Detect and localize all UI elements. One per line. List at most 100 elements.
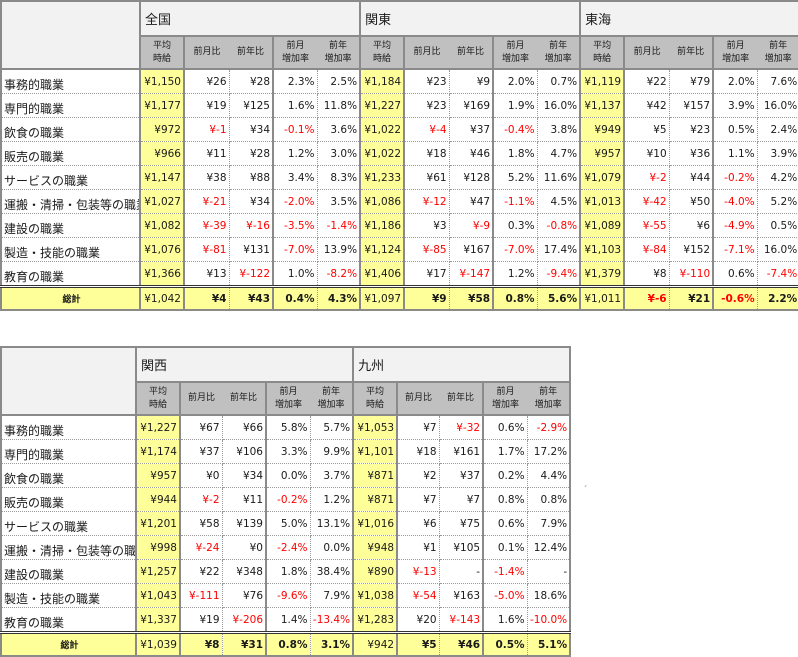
cell-value: ¥1,257 xyxy=(135,559,181,584)
cell-value: ¥17 xyxy=(404,261,450,287)
cell-value: 7.9% xyxy=(310,583,355,608)
cell-value: -5.0% xyxy=(483,583,528,608)
cell-value: 1.8% xyxy=(266,559,311,584)
header-mom-rate: 前月 増加率 xyxy=(482,382,528,416)
cell-value: 11.6% xyxy=(537,165,582,190)
cell-value: ¥1,101 xyxy=(352,439,399,464)
cell-value: 11.8% xyxy=(317,93,362,118)
cell-value: ¥0 xyxy=(222,535,267,560)
row-label: 事務的職業 xyxy=(0,415,136,440)
row-label: 運搬・清掃・包装等の職業 xyxy=(0,535,136,560)
cell-value: ¥11 xyxy=(184,141,230,166)
cell-value: 16.0% xyxy=(757,93,798,118)
total-value: ¥21 xyxy=(669,285,715,311)
cell-value: ¥167 xyxy=(449,237,495,262)
header-yoy-rate: 前年 増加率 xyxy=(757,36,798,70)
total-value: ¥1,097 xyxy=(359,285,406,311)
header-yoy-rate: 前年 増加率 xyxy=(310,382,355,416)
cell-value: ¥34 xyxy=(222,463,267,488)
cell-value: ¥161 xyxy=(439,439,485,464)
cell-value: 3.5% xyxy=(317,189,362,214)
row-label: 事務的職業 xyxy=(0,69,140,94)
cell-value: 8.3% xyxy=(317,165,362,190)
row-label: 製造・技能の職業 xyxy=(0,583,136,608)
header-mom-diff: 前月比 xyxy=(403,36,450,70)
cell-value: ¥871 xyxy=(352,487,399,512)
cell-value: -4.0% xyxy=(713,189,758,214)
cell-value: ¥67 xyxy=(180,415,223,440)
cell-value: ¥-42 xyxy=(624,189,670,214)
header-mom-rate: 前月 増加率 xyxy=(492,36,538,70)
cell-value: ¥157 xyxy=(669,93,715,118)
cell-value: ¥-111 xyxy=(180,583,223,608)
header-yoy-diff: 前年比 xyxy=(222,382,266,416)
cell-value: ¥106 xyxy=(222,439,267,464)
cell-value: ¥7 xyxy=(397,415,440,440)
cell-value: ¥1,089 xyxy=(579,213,626,238)
row-label: 運搬・清掃・包装等の職業 xyxy=(0,189,140,214)
cell-value: 1.9% xyxy=(493,93,538,118)
cell-value: ¥23 xyxy=(404,69,450,94)
header-yoy-diff: 前年比 xyxy=(229,36,273,70)
cell-value: -4.9% xyxy=(713,213,758,238)
cell-value: 3.6% xyxy=(317,117,362,142)
cell-value: ¥46 xyxy=(449,141,495,166)
row-label: 販売の職業 xyxy=(0,487,136,512)
total-value: -0.6% xyxy=(713,285,758,311)
cell-value: 0.6% xyxy=(483,415,528,440)
total-value: ¥43 xyxy=(229,285,274,311)
cell-value: 3.3% xyxy=(266,439,311,464)
header-avg-wage: 平均 時給 xyxy=(135,382,181,416)
cell-value: -0.2% xyxy=(266,487,311,512)
cell-value: ¥36 xyxy=(669,141,715,166)
header-avg-wage: 平均 時給 xyxy=(359,36,406,70)
total-value: 0.5% xyxy=(483,631,528,657)
table-row: 運搬・清掃・包装等の職業 ¥1,027 ¥-21 ¥34 -2.0% 3.5% ¥1,086… xyxy=(0,189,798,214)
cell-value: ¥1,150 xyxy=(139,69,185,94)
header-yoy-rate: 前年 増加率 xyxy=(317,36,362,70)
row-label: 教育の職業 xyxy=(0,607,136,633)
cell-value: ¥37 xyxy=(439,463,485,488)
wage-table-top: 全国 関東 東海 平均 時給 前月比 前年比 前月 増加率 前年 増加率 平均 時給 前月比 前年比 前月 増加… xyxy=(0,0,798,311)
header-avg-wage: 平均 時給 xyxy=(352,382,399,416)
cell-value: 13.1% xyxy=(310,511,355,536)
cell-value: ¥-4 xyxy=(404,117,450,142)
cell-value: ¥-54 xyxy=(397,583,440,608)
cell-value: ¥1,022 xyxy=(359,117,406,142)
cell-value: ¥7 xyxy=(439,487,485,512)
cell-value: ¥13 xyxy=(184,261,230,287)
cell-value: 1.8% xyxy=(493,141,538,166)
cell-value: ¥1,137 xyxy=(579,93,626,118)
table-row: 販売の職業 ¥966 ¥11 ¥28 1.2% 3.0% ¥1,022 ¥18 ¥46 1.8% 4… xyxy=(0,141,798,166)
row-label: 専門的職業 xyxy=(0,93,140,118)
cell-value: 38.4% xyxy=(310,559,355,584)
row-label: サービスの職業 xyxy=(0,511,136,536)
cell-value: ¥-16 xyxy=(229,213,274,238)
table-row: 教育の職業 ¥1,337 ¥19 ¥-206 1.4% -13.4% ¥1,283 ¥20 ¥-… xyxy=(0,607,572,633)
cell-value: ¥957 xyxy=(579,141,626,166)
cell-value: ¥-1 xyxy=(184,117,230,142)
cell-value: ¥1,027 xyxy=(139,189,185,214)
cell-value: ¥128 xyxy=(449,165,495,190)
table-row: 専門的職業 ¥1,177 ¥19 ¥125 1.6% 11.8% ¥1,227 ¥23 ¥169… xyxy=(0,93,798,118)
cell-value: 1.2% xyxy=(273,141,318,166)
row-label: サービスの職業 xyxy=(0,165,140,190)
cell-value: ¥-2 xyxy=(180,487,223,512)
cell-value: ¥-206 xyxy=(222,607,267,633)
cell-value: 1.6% xyxy=(483,607,528,633)
cell-value: 2.0% xyxy=(713,69,758,94)
cell-value: 3.0% xyxy=(317,141,362,166)
cell-value: ¥22 xyxy=(180,559,223,584)
cell-value: 0.6% xyxy=(483,511,528,536)
total-value: 5.6% xyxy=(537,285,582,311)
cell-value: 7.9% xyxy=(527,511,572,536)
table-row: 建設の職業 ¥1,257 ¥22 ¥348 1.8% 38.4% ¥890 ¥-13- -1.4… xyxy=(0,559,572,584)
cell-value: ¥-81 xyxy=(184,237,230,262)
cell-value: ¥-143 xyxy=(439,607,485,633)
cell-value: ¥79 xyxy=(669,69,715,94)
cell-value: 5.0% xyxy=(266,511,311,536)
cell-value: 1.2% xyxy=(493,261,538,287)
cell-value: 1.7% xyxy=(483,439,528,464)
cell-value: ¥19 xyxy=(184,93,230,118)
cell-value: ¥23 xyxy=(404,93,450,118)
